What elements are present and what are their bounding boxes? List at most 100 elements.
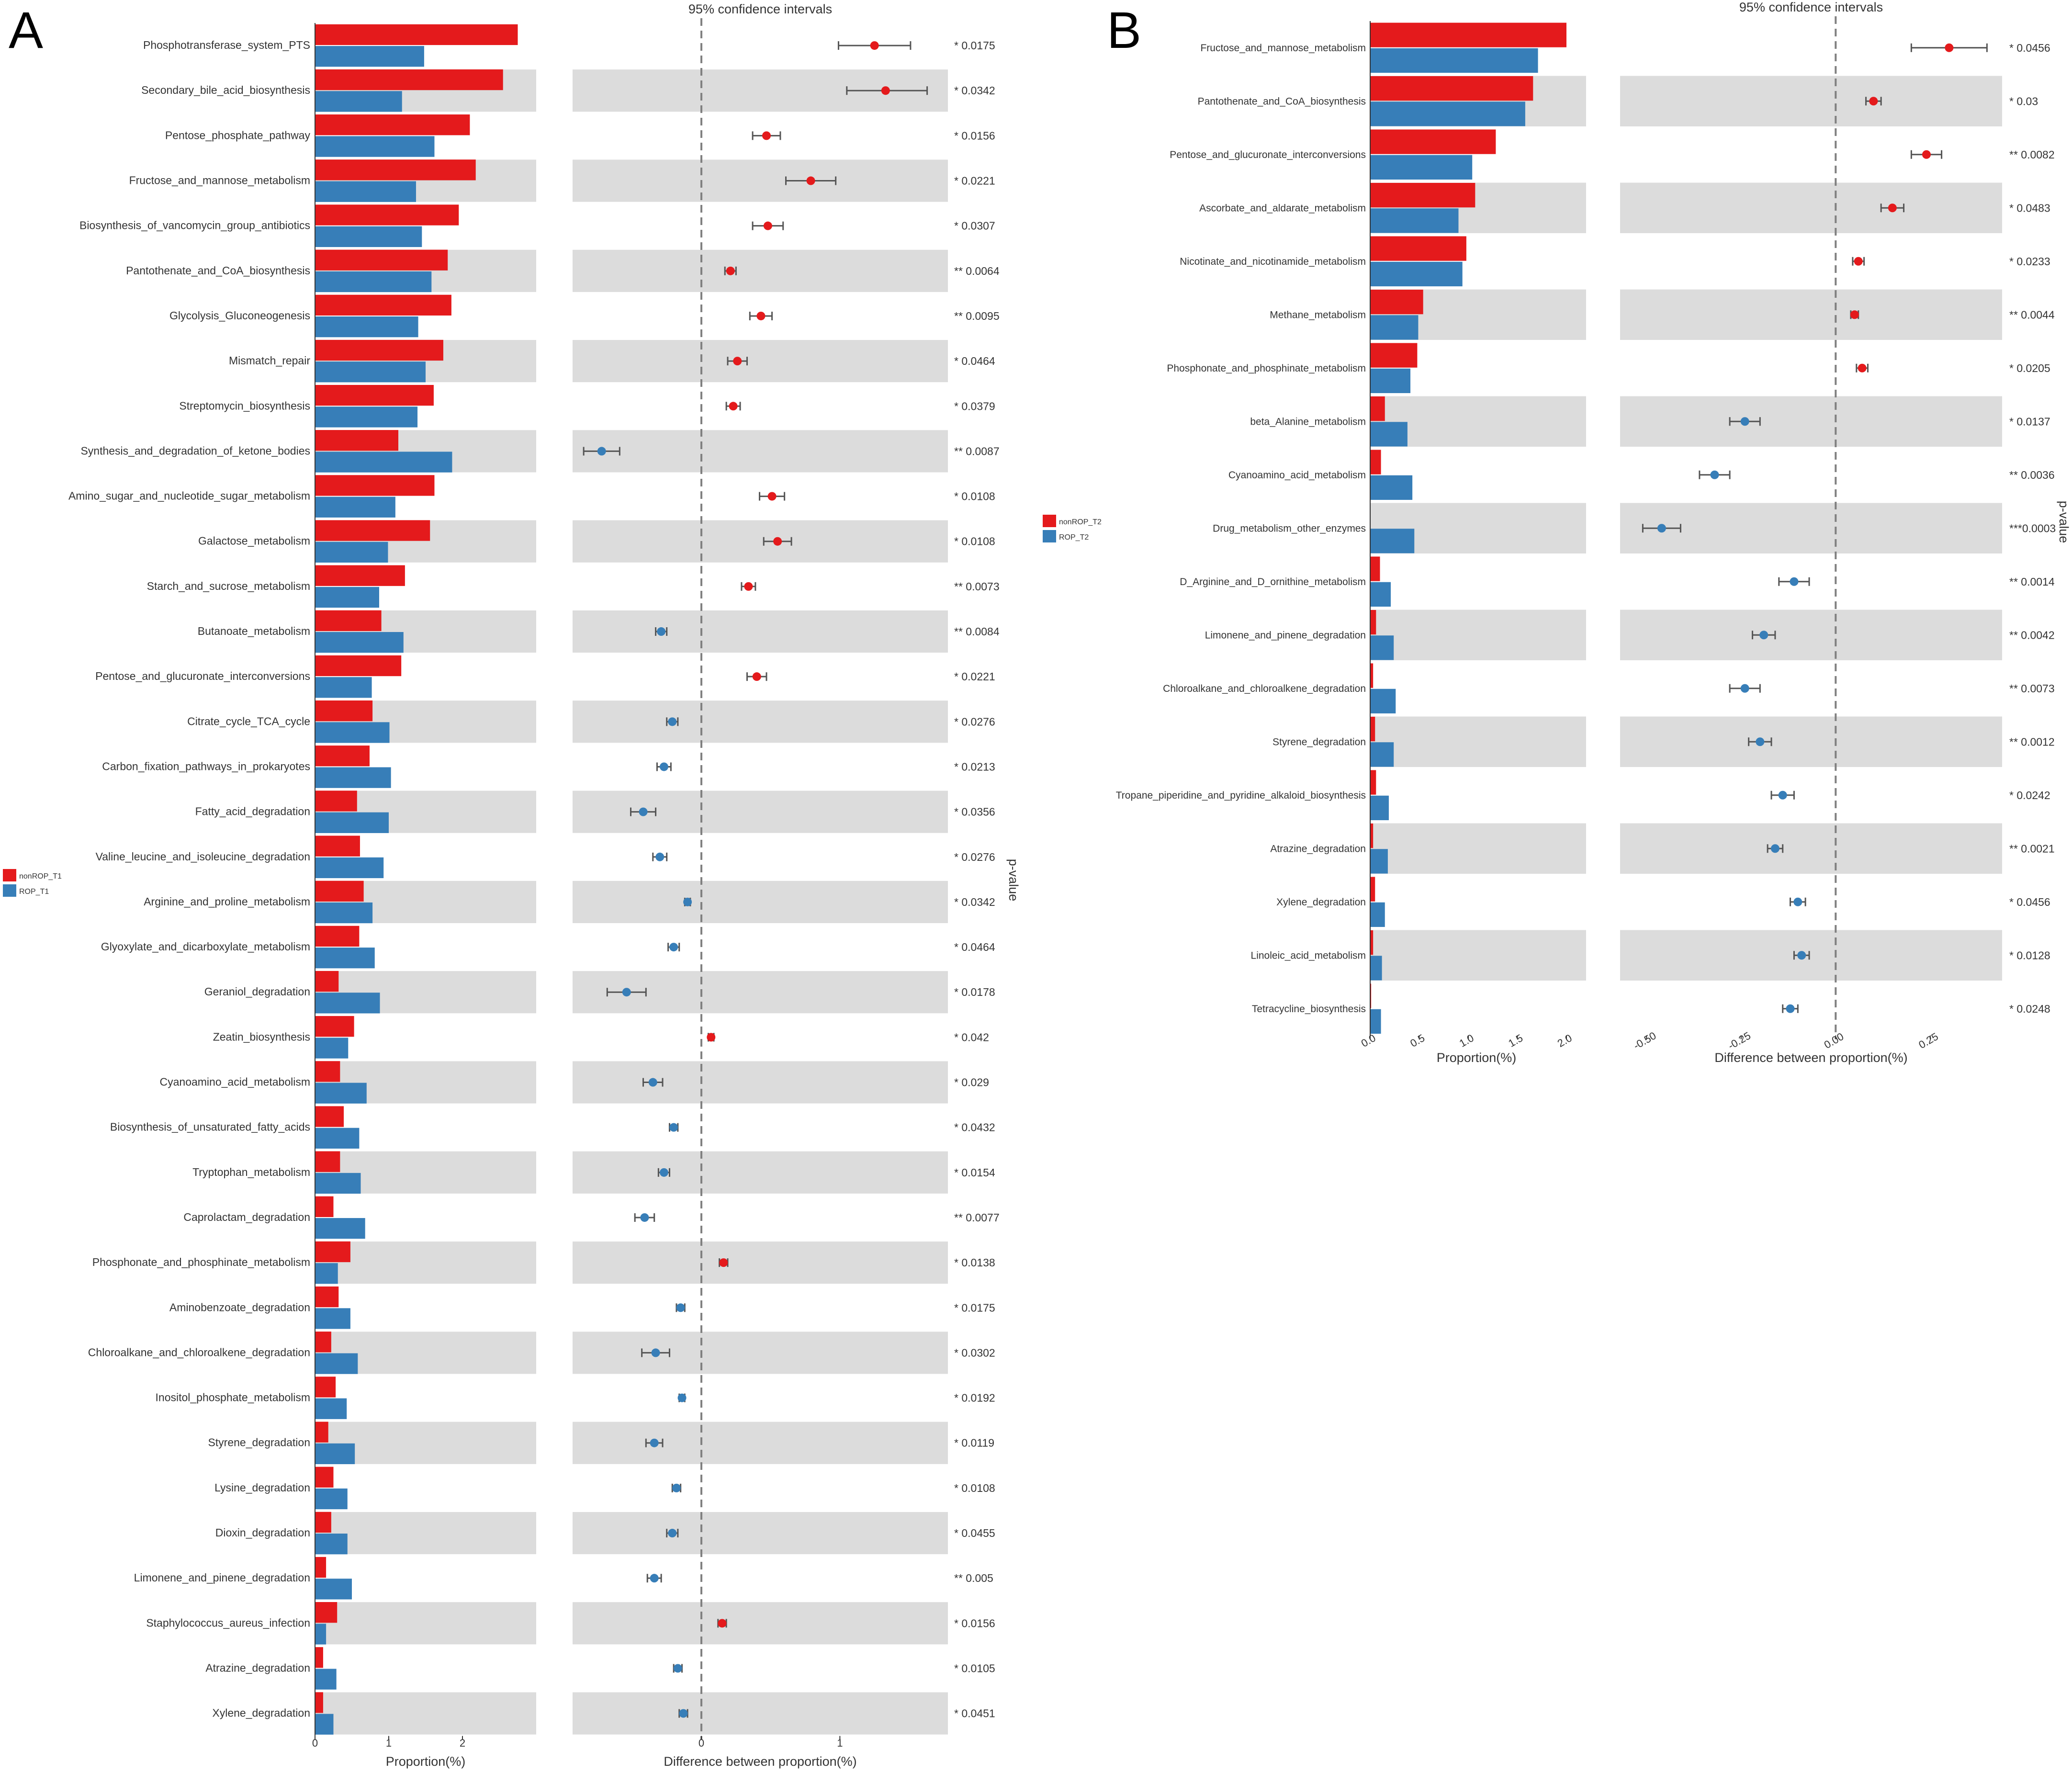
pvalue-label: ** 0.0077 <box>954 1211 1000 1224</box>
diff-point <box>650 1574 659 1583</box>
category-label: Styrene_degradation <box>1272 736 1366 747</box>
category-label: Pentose_and_glucuronate_interconversions <box>1170 149 1366 160</box>
category-label: Pantothenate_and_CoA_biosynthesis <box>1198 96 1366 107</box>
category-label: Ascorbate_and_aldarate_metabolism <box>1199 203 1366 214</box>
category-label: Zeatin_biosynthesis <box>213 1030 310 1043</box>
diff-stripe <box>573 340 948 383</box>
diff-stripe <box>1620 396 2002 447</box>
pvalue-label: * 0.0221 <box>954 670 995 683</box>
category-label: Fructose_and_mannose_metabolism <box>1200 43 1366 54</box>
bar-nonROP_T1 <box>315 1692 323 1713</box>
pvalue-label: * 0.0456 <box>2009 896 2050 908</box>
pvalue-label: * 0.0483 <box>2009 202 2050 214</box>
bar-ROP_T1 <box>315 316 418 338</box>
bar-ROP_T1 <box>315 1624 327 1645</box>
bar-ROP_T1 <box>315 136 435 157</box>
category-label: Staphylococcus_aureus_infection <box>146 1616 310 1629</box>
bar-ROP_T1 <box>315 1083 367 1104</box>
legend-swatch <box>1043 515 1056 527</box>
diff-tick-label: -0.50 <box>1632 1029 1658 1052</box>
diff-point <box>707 1033 716 1042</box>
category-label: Valine_leucine_and_isoleucine_degradatio… <box>96 850 310 863</box>
pvalue-label: * 0.0302 <box>954 1346 995 1359</box>
legend-label: ROP_T2 <box>1059 533 1089 542</box>
diff-stripe <box>573 430 948 473</box>
category-label: Phosphotransferase_system_PTS <box>143 39 310 51</box>
diff-stripe <box>573 1061 948 1104</box>
bar-nonROP_T1 <box>315 475 435 496</box>
bar-nonROP_T2 <box>1370 609 1376 635</box>
x-tick-label: 0.5 <box>1408 1032 1427 1050</box>
diff-point <box>752 672 761 681</box>
bar-ROP_T2 <box>1370 688 1396 714</box>
pvalue-label: ** 0.0087 <box>954 445 1000 457</box>
bar-nonROP_T2 <box>1370 129 1496 154</box>
diff-stripe <box>573 1422 948 1464</box>
category-label: Tetracycline_biosynthesis <box>1252 1004 1366 1015</box>
pvalue-label: * 0.0342 <box>954 84 995 97</box>
bar-nonROP_T1 <box>315 159 476 181</box>
diff-point <box>762 131 771 140</box>
bar-nonROP_T1 <box>315 880 364 902</box>
category-label: Limonene_and_pinene_degradation <box>134 1571 310 1584</box>
diff-point <box>1710 470 1719 479</box>
diff-point <box>677 1393 687 1402</box>
diff-point <box>726 266 735 275</box>
bar-nonROP_T2 <box>1370 450 1381 474</box>
bar-nonROP_T1 <box>315 1061 340 1082</box>
category-label: Xylene_degradation <box>1276 897 1366 908</box>
bar-nonROP_T2 <box>1370 23 1566 47</box>
bar-ROP_T1 <box>315 1263 338 1284</box>
pvalue-label: ** 0.0042 <box>2009 629 2055 641</box>
diff-stripe <box>573 880 948 923</box>
bar-nonROP_T1 <box>315 69 503 90</box>
pvalue-label: * 0.0128 <box>2009 949 2050 961</box>
category-label: Chloroalkane_and_chloroalkene_degradatio… <box>88 1346 310 1358</box>
category-label: Biosynthesis_of_vancomycin_group_antibio… <box>79 219 310 232</box>
bar-nonROP_T1 <box>315 204 459 226</box>
bar-ROP_T1 <box>315 993 380 1014</box>
bar-nonROP_T2 <box>1370 823 1374 848</box>
pvalue-label: * 0.0213 <box>954 760 995 773</box>
pvalue-label: * 0.0108 <box>954 1482 995 1494</box>
bar-nonROP_T1 <box>315 971 339 992</box>
diff-point <box>1759 631 1768 640</box>
bar-ROP_T1 <box>315 1534 348 1555</box>
diff-point <box>1945 43 1954 52</box>
diff-point <box>773 537 782 546</box>
legend-label: nonROP_T1 <box>19 872 62 880</box>
pvalue-label: ** 0.0036 <box>2009 469 2055 481</box>
bar-nonROP_T2 <box>1370 289 1423 315</box>
bar-nonROP_T1 <box>315 1151 340 1172</box>
panel-label: A <box>9 1 43 59</box>
diff-point <box>718 1619 727 1628</box>
diff-stripe <box>573 249 948 292</box>
bar-nonROP_T1 <box>315 114 470 135</box>
legend: nonROP_T2 ROP_T2 <box>1043 515 1102 542</box>
bar-ROP_T2 <box>1370 956 1382 981</box>
legend-swatch <box>3 869 16 881</box>
bar-nonROP_T1 <box>315 1647 323 1668</box>
category-label: Tryptophan_metabolism <box>192 1166 310 1178</box>
diff-point <box>1778 790 1787 800</box>
panel-b: B Fructose_and_mannose_metabolism * 0.0456… <box>1043 0 2071 1065</box>
diff-point <box>659 762 668 771</box>
bar-ROP_T2 <box>1370 1009 1381 1034</box>
pvalue-label: * 0.0356 <box>954 806 995 818</box>
bar-ROP_T1 <box>315 46 424 67</box>
pvalue-label: * 0.03 <box>2009 95 2038 107</box>
diff-axis-label: Difference between proportion(%) <box>1714 1050 1907 1065</box>
pvalue-label: ** 0.0064 <box>954 265 1000 277</box>
legend-label: ROP_T1 <box>19 888 49 896</box>
pvalue-label: * 0.0276 <box>954 851 995 863</box>
pvalue-label: * 0.0455 <box>954 1527 995 1539</box>
category-label: Butanoate_metabolism <box>198 625 310 637</box>
diff-point <box>881 86 890 95</box>
bar-ROP_T1 <box>315 406 418 428</box>
diff-point <box>729 402 738 411</box>
bar-nonROP_T2 <box>1370 76 1533 101</box>
bar-ROP_T2 <box>1370 261 1463 287</box>
bar-nonROP_T1 <box>315 1106 344 1127</box>
x-tick-label: 1 <box>386 1737 392 1749</box>
